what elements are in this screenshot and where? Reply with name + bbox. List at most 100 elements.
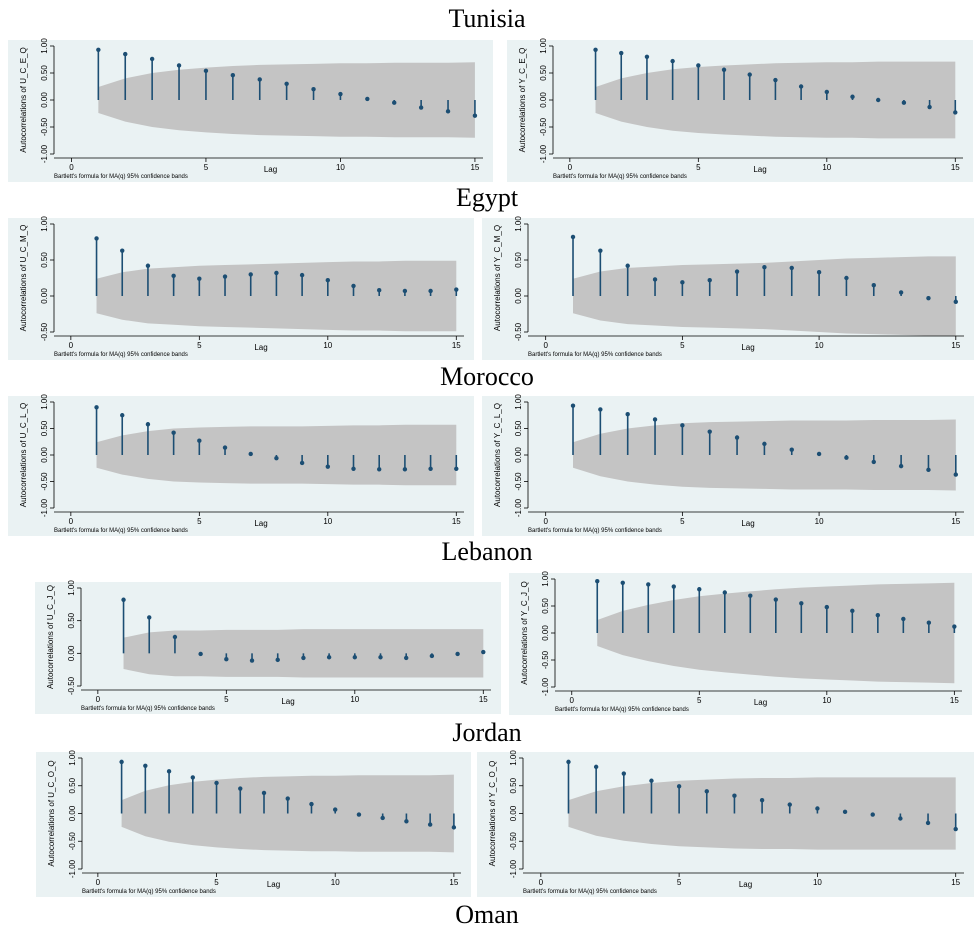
y-tick-label: -1.00: [539, 144, 548, 163]
acf-panel-tunisia-right: -1.00 -0.50 0.00 0.50 1.00 Autocorrelations o…: [507, 38, 973, 182]
acf-point: [652, 417, 658, 422]
acf-point: [404, 655, 409, 661]
acf-point: [927, 104, 932, 110]
y-tick-label: 1.00: [539, 38, 548, 54]
acf-point: [309, 801, 314, 807]
acf-point: [816, 270, 822, 275]
acf-point: [481, 649, 486, 655]
x-tick-label: 10: [336, 163, 345, 172]
acf-point: [257, 77, 262, 82]
acf-point: [149, 56, 155, 62]
acf-panel-jordan-left: -1.00 -0.50 0.00 0.50 1.00 Autocorrelations o…: [36, 750, 471, 897]
acf-point: [198, 651, 203, 657]
acf-point: [145, 422, 151, 427]
acf-point: [299, 272, 305, 278]
acf-point: [120, 413, 125, 418]
acf-point: [901, 100, 907, 105]
y-tick-label: 0.50: [40, 65, 49, 81]
acf-point: [96, 47, 101, 52]
acf-point: [593, 47, 598, 52]
acf-point: [593, 764, 599, 770]
acf-point: [311, 87, 316, 92]
acf-point: [377, 288, 382, 293]
x-tick-label: 5: [197, 517, 202, 526]
acf-point: [876, 97, 881, 103]
acf-point: [472, 113, 478, 118]
x-tick-label: 5: [680, 517, 685, 526]
y-axis-label: Autocorrelations of Y_C_E_Q: [518, 48, 527, 153]
acf-panel-lebanon-right: -1.00 -0.50 0.00 0.50 1.00 Autocorrelations o…: [509, 571, 972, 715]
acf-chart: -1.00 -0.50 0.00 0.50 1.00 Autocorrelations o…: [19, 394, 464, 534]
acf-panel-morocco-left: -1.00 -0.50 0.00 0.50 1.00 Autocorrelations o…: [8, 394, 474, 536]
y-tick-label: -1.00: [40, 144, 49, 163]
acf-point: [222, 274, 228, 279]
acf-point: [824, 604, 830, 610]
x-tick-label: 0: [570, 696, 575, 705]
acf-point: [762, 265, 767, 270]
acf-point: [598, 407, 603, 412]
acf-point: [248, 272, 253, 277]
x-axis-label: Lag: [267, 880, 280, 889]
y-tick-label: 1.00: [509, 750, 518, 766]
x-axis-label: Lag: [741, 519, 754, 528]
x-tick-label: 10: [822, 696, 831, 705]
acf-point: [595, 578, 600, 584]
x-tick-label: 5: [214, 878, 219, 887]
acf-point: [261, 790, 267, 796]
acf-chart: -0.50 0.00 0.50 1.00 Autocorrelations of U_C…: [46, 580, 491, 712]
y-tick-label: -0.50: [539, 117, 548, 136]
acf-point: [875, 612, 881, 618]
x-axis-label: Lag: [753, 165, 766, 174]
x-axis-label: Lag: [254, 519, 267, 528]
y-tick-label: -0.50: [40, 472, 49, 491]
acf-point: [652, 277, 658, 282]
acf-point: [119, 759, 124, 765]
y-tick-label: 0.50: [514, 252, 523, 268]
acf-point: [377, 467, 382, 472]
x-axis-label: Lag: [281, 697, 294, 706]
bartlett-note: Bartlett's formula for MA(q) 95% confide…: [528, 528, 662, 534]
x-tick-label: 15: [452, 341, 461, 350]
acf-point: [816, 451, 822, 457]
acf-chart: -0.50 0.00 0.50 1.00 Autocorrelations of Y_C…: [493, 216, 964, 358]
acf-point: [380, 815, 385, 821]
acf-chart: -1.00 -0.50 0.00 0.50 1.00 Autocorrelations o…: [520, 571, 962, 713]
acf-panel-morocco-right: -1.00 -0.50 0.00 0.50 1.00 Autocorrelations o…: [482, 394, 974, 536]
x-tick-label: 0: [96, 878, 101, 887]
acf-point: [620, 580, 625, 585]
acf-point: [773, 77, 778, 83]
x-axis-label: Lag: [264, 165, 277, 174]
acf-point: [870, 812, 875, 817]
y-tick-label: 0.50: [40, 420, 49, 436]
acf-point: [566, 759, 571, 765]
acf-point: [418, 105, 424, 110]
y-tick-label: -1.00: [514, 498, 523, 517]
acf-point: [365, 96, 370, 102]
y-tick-label: -1.00: [541, 677, 550, 696]
acf-chart: -1.00 -0.50 0.00 0.50 1.00 Autocorrelations o…: [493, 394, 964, 534]
acf-point: [299, 460, 305, 466]
acf-point: [696, 63, 701, 68]
y-axis-label: Autocorrelations of U_C_J_Q: [46, 585, 55, 689]
acf-point: [325, 464, 331, 469]
x-tick-label: 10: [815, 517, 824, 526]
acf-point: [671, 584, 676, 589]
acf-point: [759, 797, 765, 803]
acf-point: [953, 299, 958, 304]
acf-chart: -1.00 -0.50 0.00 0.50 1.00 Autocorrelations o…: [19, 38, 483, 180]
y-tick-label: 1.00: [514, 216, 523, 232]
acf-point: [120, 248, 125, 253]
country-title-jordan: Jordan: [452, 718, 522, 747]
x-tick-label: 5: [680, 341, 685, 350]
acf-panel-egypt-right: -0.50 0.00 0.50 1.00 Autocorrelations of Y_C…: [482, 216, 974, 360]
acf-point: [670, 58, 675, 64]
acf-point: [172, 634, 178, 640]
x-tick-label: 0: [539, 878, 544, 887]
acf-point: [352, 655, 358, 660]
y-tick-label: 0.50: [514, 420, 523, 436]
x-tick-label: 10: [350, 695, 359, 704]
y-tick-label: 0.00: [40, 447, 49, 463]
x-axis-label: Lag: [739, 880, 752, 889]
acf-point: [238, 786, 243, 791]
acf-point: [799, 601, 804, 606]
